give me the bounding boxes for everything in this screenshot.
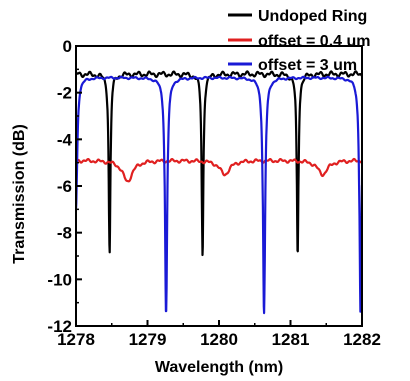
- y-axis: 0 -2 -4 -6 -8 -10 -12: [47, 37, 82, 336]
- x-tick-label: 1278: [57, 330, 95, 349]
- x-axis-title: Wavelength (nm): [155, 359, 283, 376]
- y-tick-label: -6: [57, 177, 72, 196]
- legend: Undoped Ring offset = 0.4 um offset = 3 …: [228, 8, 370, 74]
- series-layer: [76, 70, 362, 315]
- y-tick-label: -2: [57, 84, 72, 103]
- legend-label-offset-3-um: offset = 3 um: [258, 57, 357, 74]
- y-tick-label: -12: [47, 317, 72, 336]
- y-tick-label: -4: [57, 130, 73, 149]
- plot-frame: [75, 45, 363, 327]
- y-tick-label: 0: [63, 37, 72, 56]
- legend-label-offset-0-4-um: offset = 0.4 um: [258, 33, 370, 50]
- x-tick-label: 1280: [200, 330, 238, 349]
- series-line-undoped-ring: [76, 70, 362, 257]
- series-line-offset-3-um: [76, 75, 362, 315]
- y-axis-title: Transmission (dB): [11, 124, 28, 264]
- x-tick-label: 1282: [343, 330, 381, 349]
- y-tick-label: -8: [57, 224, 72, 243]
- legend-label-undoped-ring: Undoped Ring: [258, 8, 367, 25]
- x-axis: 1278 1279 1280 1281 1282: [57, 320, 381, 349]
- x-tick-label: 1279: [129, 330, 167, 349]
- series-line-offset-0-4-um: [76, 157, 362, 183]
- x-tick-label: 1281: [272, 330, 310, 349]
- y-tick-label: -10: [47, 270, 72, 289]
